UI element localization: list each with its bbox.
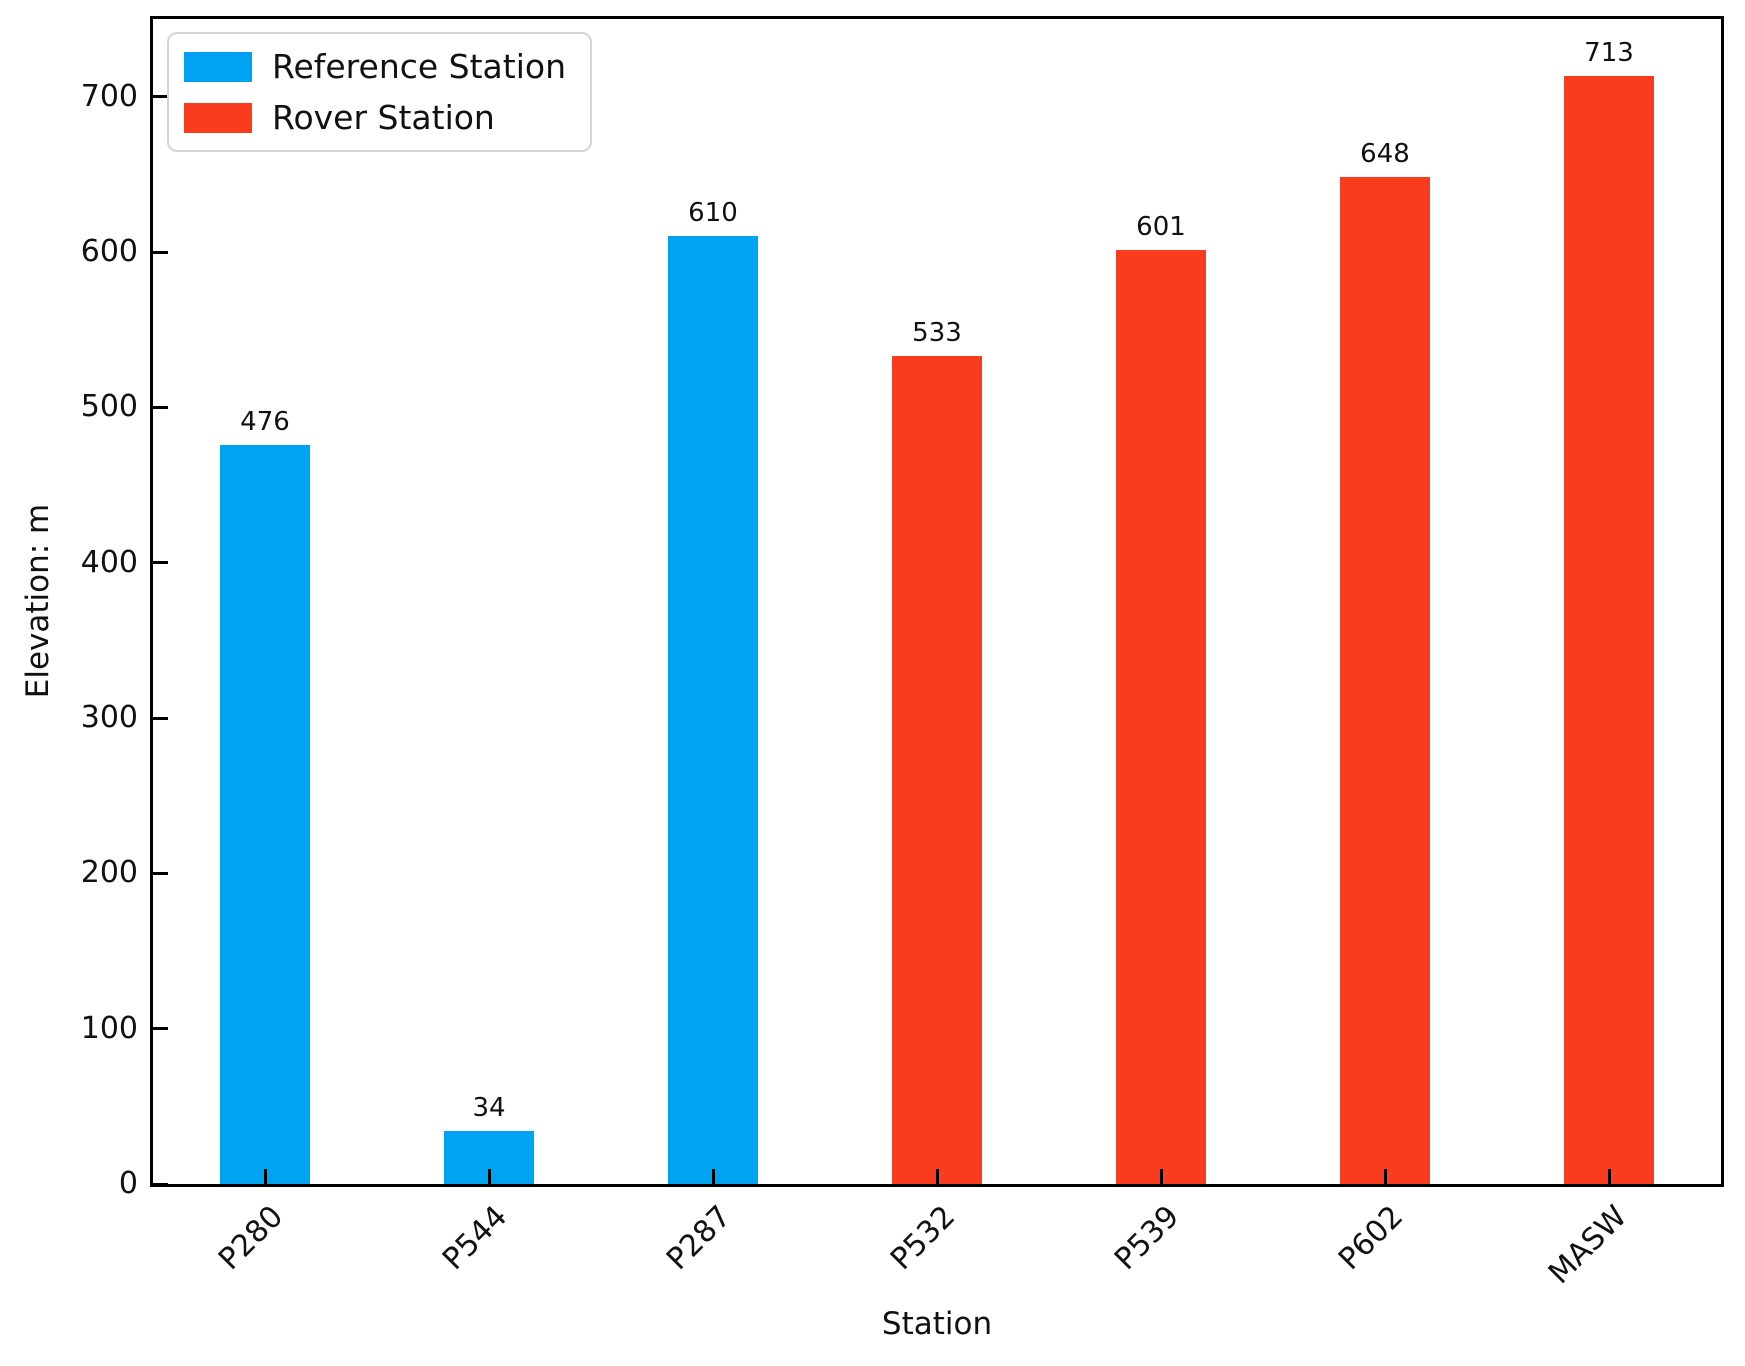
x-axis-label: Station [881, 1306, 993, 1342]
legend-swatch-rover-icon [184, 102, 252, 133]
y-tick [153, 95, 168, 99]
legend-swatch-reference-icon [184, 51, 252, 82]
bar-value-label: 713 [1584, 38, 1634, 69]
y-tick-label: 600 [80, 234, 138, 269]
legend-row-reference: Reference Station [184, 47, 566, 86]
legend-label-reference: Reference Station [272, 47, 566, 86]
x-tick-label: P280 [211, 1199, 290, 1278]
y-tick [153, 405, 168, 409]
x-tick [1607, 1169, 1611, 1184]
y-tick-label: 200 [80, 855, 138, 891]
x-tick-label: MASW [1541, 1199, 1634, 1292]
bar-value-label: 34 [472, 1093, 506, 1124]
y-tick [153, 1182, 168, 1186]
y-tick-label: 400 [80, 544, 138, 580]
bar-p539 [1116, 250, 1206, 1184]
y-tick [153, 561, 168, 565]
bar-value-label: 533 [912, 318, 962, 349]
legend-label-rover: Rover Station [272, 98, 495, 137]
x-tick [711, 1169, 715, 1184]
x-tick [263, 1169, 267, 1184]
bar-value-label: 648 [1360, 139, 1410, 170]
y-tick [153, 1027, 168, 1031]
y-axis-label: Elevation: m [20, 503, 56, 699]
x-tick-label: P287 [659, 1199, 738, 1278]
bar-p287 [668, 236, 758, 1184]
x-tick-label: P539 [1107, 1199, 1186, 1278]
x-tick-label: P544 [435, 1199, 514, 1278]
bar-value-label: 610 [688, 198, 738, 229]
y-tick [153, 250, 168, 254]
y-tick [153, 716, 168, 720]
plot-area: 476 34 610 533 601 648 713 [150, 16, 1724, 1187]
x-tick [935, 1169, 939, 1184]
y-tick [153, 871, 168, 875]
y-tick-label: 100 [80, 1010, 138, 1046]
bar-p602 [1340, 177, 1430, 1184]
bar-p532 [892, 356, 982, 1184]
y-tick-label: 700 [80, 78, 138, 114]
y-tick-label: 500 [80, 389, 138, 425]
bar-value-label: 476 [240, 406, 290, 437]
y-tick-label: 0 [118, 1166, 138, 1201]
bar-value-label: 601 [1136, 212, 1186, 243]
x-tick [1383, 1169, 1387, 1184]
legend-row-rover: Rover Station [184, 98, 566, 137]
x-tick [1159, 1169, 1163, 1184]
bar-p280 [220, 444, 310, 1184]
y-tick-label: 300 [80, 700, 138, 735]
x-tick-label: P602 [1331, 1199, 1410, 1278]
bar-masw [1564, 76, 1654, 1184]
x-tick-label: P532 [883, 1199, 962, 1278]
legend: Reference Station Rover Station [167, 32, 592, 152]
x-tick [487, 1169, 491, 1184]
